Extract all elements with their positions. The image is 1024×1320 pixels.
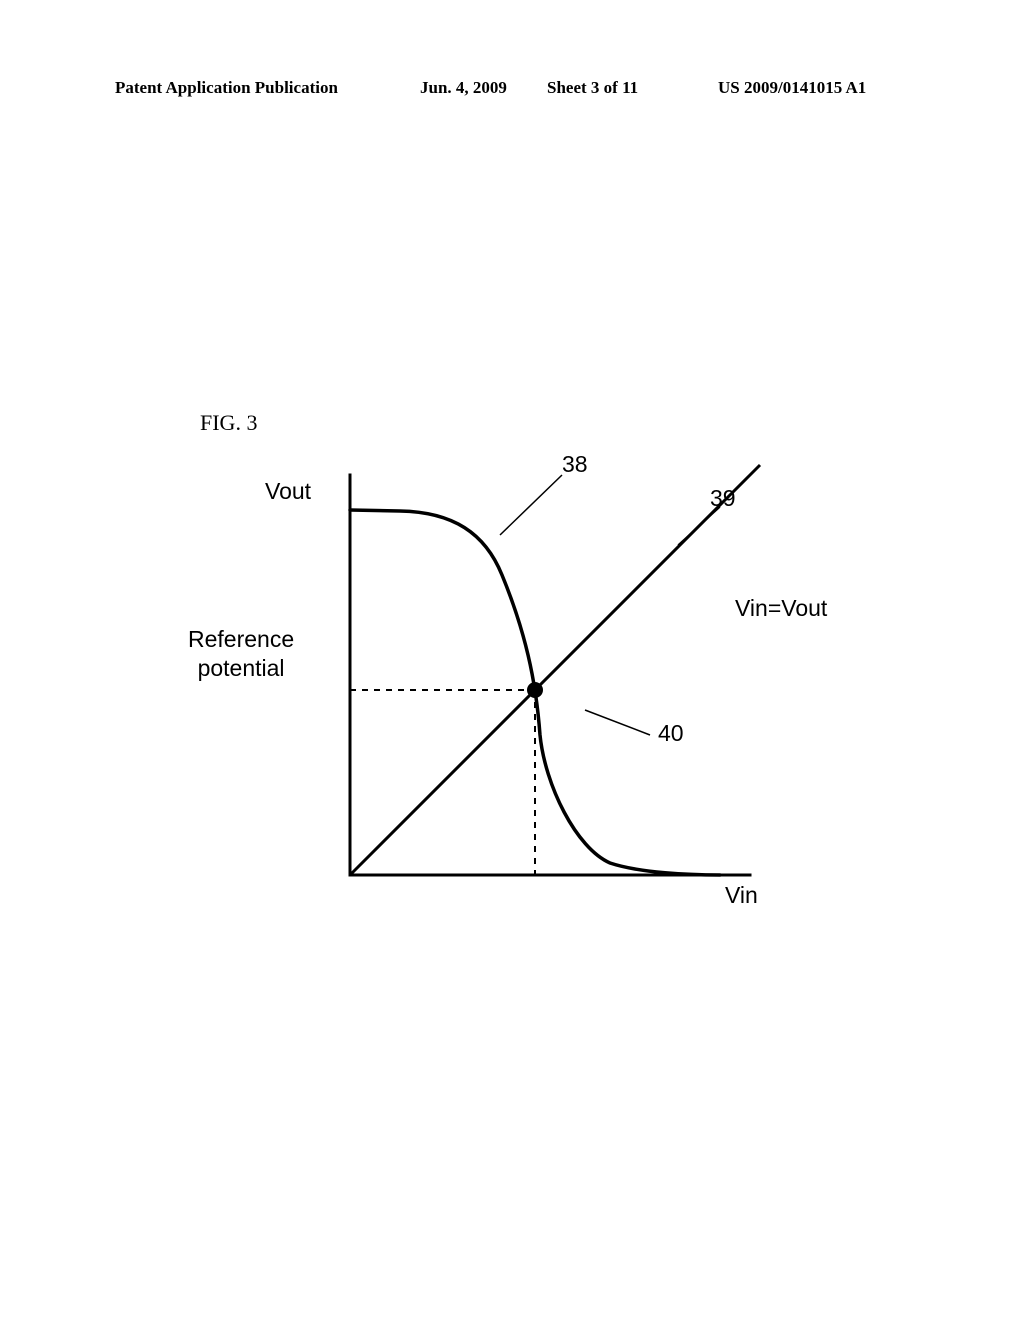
chart-svg [180,445,880,975]
y-axis-label: Vout [265,478,311,505]
chart-container: Vout Vin Reference potential Vin=Vout 38… [180,445,880,975]
reference-potential-label: Reference potential [188,625,294,683]
header-sheet: Sheet 3 of 11 [547,78,638,98]
header-publication: Patent Application Publication [115,78,338,98]
header-date: Jun. 4, 2009 [420,78,507,98]
x-axis-label: Vin [725,882,758,909]
figure-label: FIG. 3 [200,410,257,436]
ref-line1: Reference potential [188,626,294,681]
ref-40-label: 40 [658,720,684,747]
header-pubno: US 2009/0141015 A1 [718,78,866,98]
ref-38-label: 38 [562,451,588,478]
vin-equals-vout-label: Vin=Vout [735,595,827,622]
ref-39-label: 39 [710,485,736,512]
